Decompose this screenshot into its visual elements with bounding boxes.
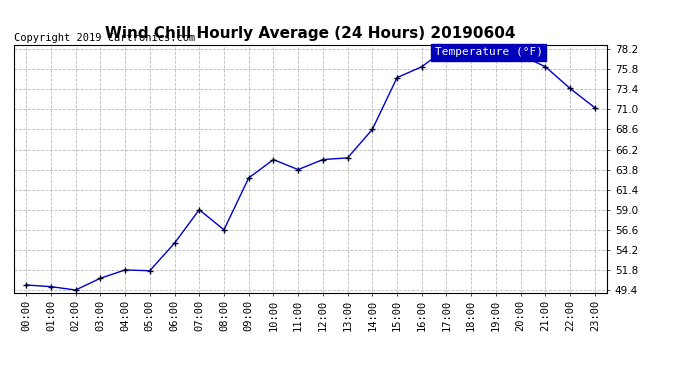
Text: Copyright 2019 Cartronics.com: Copyright 2019 Cartronics.com bbox=[14, 33, 195, 42]
Text: Temperature (°F): Temperature (°F) bbox=[435, 48, 542, 57]
Title: Wind Chill Hourly Average (24 Hours) 20190604: Wind Chill Hourly Average (24 Hours) 201… bbox=[106, 26, 515, 41]
